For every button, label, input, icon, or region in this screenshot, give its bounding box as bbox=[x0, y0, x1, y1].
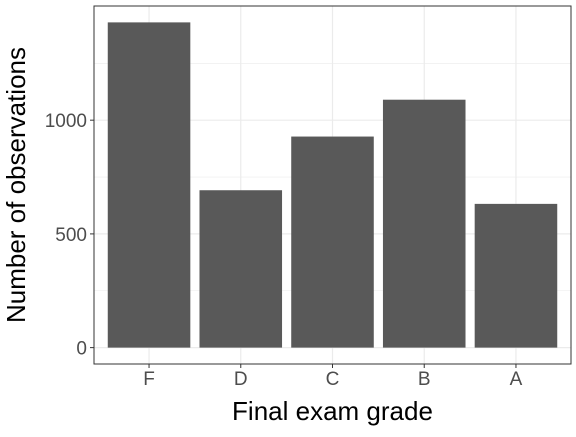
bar-D bbox=[199, 190, 283, 348]
x-tick-label: A bbox=[510, 369, 523, 390]
bar-B bbox=[382, 99, 466, 348]
bar-C bbox=[291, 136, 374, 348]
x-axis-title: Final exam grade bbox=[232, 396, 433, 426]
y-axis-title: Number of observations bbox=[1, 47, 31, 323]
bar-F bbox=[107, 22, 191, 348]
bar-A bbox=[474, 203, 558, 348]
x-tick-label: B bbox=[418, 369, 431, 390]
y-tick-label: 0 bbox=[76, 339, 87, 360]
y-tick-label: 500 bbox=[55, 225, 87, 246]
x-tick-label: F bbox=[143, 369, 155, 390]
bars-layer bbox=[107, 22, 558, 348]
x-tick-label: D bbox=[234, 369, 248, 390]
y-tick-label: 1000 bbox=[45, 111, 87, 132]
x-tick-label: C bbox=[326, 369, 340, 390]
y-axis: 0 500 1000 bbox=[45, 111, 94, 360]
